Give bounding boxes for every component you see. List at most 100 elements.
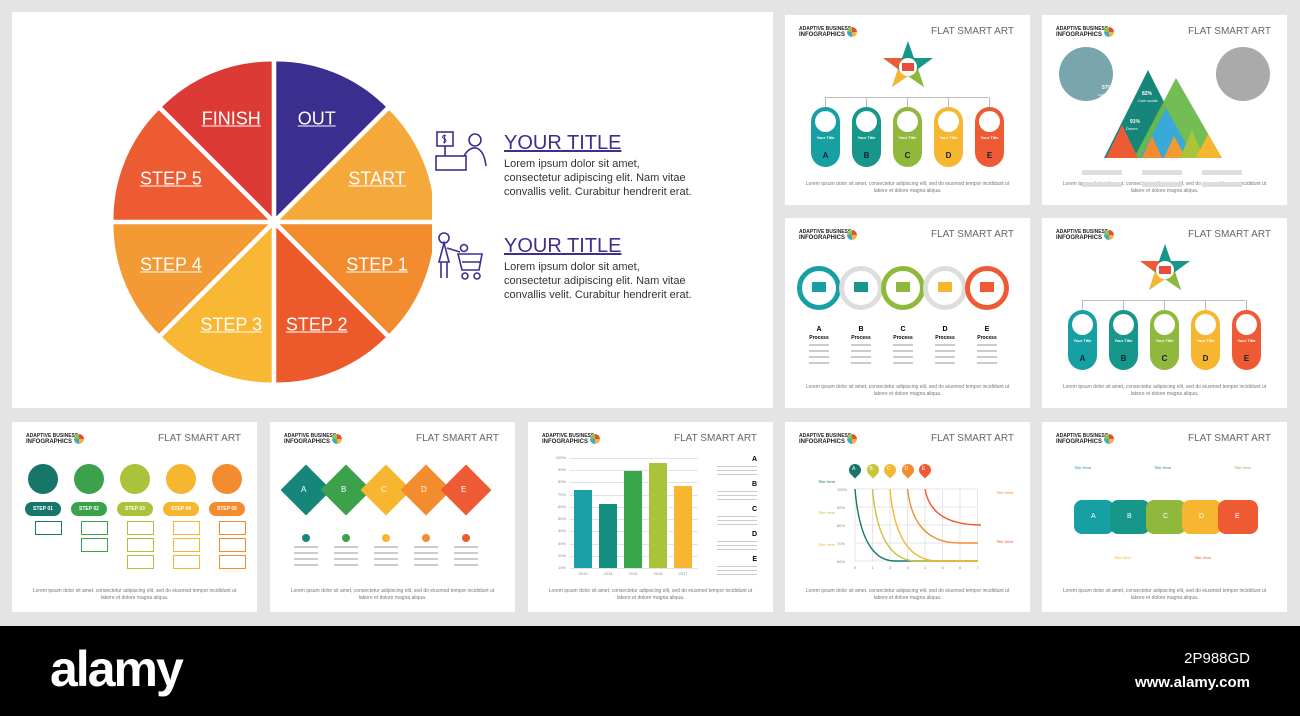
pie-slice-label: STEP 3 <box>200 314 263 335</box>
puzzle-title: Title Here <box>1234 465 1252 470</box>
title-pill: Your Title D <box>934 107 963 167</box>
puzzle-letter: D <box>1199 513 1205 520</box>
legend-letter: D <box>751 531 757 538</box>
legend-text <box>717 466 757 476</box>
process-icon <box>938 282 952 292</box>
logo-ball-icon <box>1104 230 1114 240</box>
watermark-bar: alamy 2P988GD www.alamy.com <box>0 626 1300 716</box>
pill-title: Your Title <box>1073 338 1092 343</box>
y-tick-label: 60% <box>837 559 846 564</box>
logo-ball-icon <box>332 434 342 444</box>
y-tick-label: 100% <box>555 455 566 460</box>
legend-item <box>1082 182 1122 187</box>
diamond-icon <box>422 534 430 542</box>
title-pill: Your Title B <box>852 107 881 167</box>
process-label: Process <box>809 335 829 341</box>
diamonds-slide: ADAPTIVE BUSINESS INFOGRAPHICS FLAT SMART … <box>270 422 515 612</box>
step-text-box <box>219 521 246 535</box>
y-tick-label: 100% <box>837 487 848 492</box>
legend-item <box>1082 170 1122 175</box>
puzzle-piece <box>1146 500 1186 534</box>
diamond-icon <box>302 534 310 542</box>
icon-circle <box>1236 314 1257 335</box>
text-line <box>893 350 913 352</box>
y-tick-label: 80% <box>557 479 566 485</box>
pie-slice-label: STEP 1 <box>346 254 408 275</box>
bar-chart-slide: ADAPTIVE BUSINESS INFOGRAPHICS FLAT SMART … <box>528 422 773 612</box>
y-tick-label: 50% <box>557 516 566 522</box>
text-line <box>935 362 955 364</box>
x-tick-label: 5 <box>941 565 944 570</box>
gridline <box>570 470 698 472</box>
text-line <box>893 344 913 346</box>
logo-line2: INFOGRAPHICS <box>26 439 73 445</box>
slide-header: FLAT SMART ART <box>931 26 1014 37</box>
logo: ADAPTIVE BUSINESS INFOGRAPHICS <box>799 433 857 445</box>
diamond-icon <box>382 534 390 542</box>
x-tick-label: 0 <box>854 565 857 570</box>
text-line <box>294 558 318 560</box>
process-letter: C <box>900 326 906 333</box>
logo: ADAPTIVE BUSINESS INFOGRAPHICS <box>284 433 342 445</box>
legend-text <box>717 491 757 501</box>
legend-letter: B <box>751 481 757 488</box>
process-arrow-ring <box>881 266 925 310</box>
legend-text <box>717 566 757 576</box>
logo-ball-icon <box>847 27 857 37</box>
connector-line <box>1205 300 1206 310</box>
person-avatar <box>74 464 104 494</box>
logo-ball-icon <box>847 230 857 240</box>
marker-letter: E <box>922 466 926 472</box>
step-text-box <box>127 555 154 569</box>
pie-chart <box>113 61 432 383</box>
pill-letter: E <box>986 151 993 160</box>
slide-header: FLAT SMART ART <box>674 433 757 444</box>
pie-slice <box>113 110 269 220</box>
pie-slice-label: STEP 4 <box>140 254 202 275</box>
title-pill: Your Title E <box>1232 310 1261 370</box>
connector-line <box>866 97 867 107</box>
bar <box>649 462 667 568</box>
process-label: Process <box>851 335 871 341</box>
text-line <box>809 350 829 352</box>
x-tick-label: 4 <box>924 565 927 570</box>
legend-item <box>1142 182 1182 187</box>
legend-item <box>1202 170 1242 175</box>
process-icon <box>854 282 868 292</box>
star-icon <box>881 39 935 94</box>
curves-slide: ADAPTIVE BUSINESS INFOGRAPHICS FLAT SMART … <box>785 422 1030 612</box>
legend-letter: E <box>752 556 757 563</box>
x-tick-label: 1 <box>871 565 874 570</box>
puzzle-letter: C <box>1163 513 1169 520</box>
x-tick-label: 2015 <box>628 571 638 576</box>
text-line <box>414 546 438 548</box>
text-line <box>851 350 871 352</box>
bar <box>574 489 592 568</box>
text-line <box>851 362 871 364</box>
y-tick-label: 60% <box>557 503 566 509</box>
text-line <box>414 552 438 554</box>
text-line <box>977 344 997 346</box>
marker-letter: B <box>869 466 873 472</box>
text-line <box>893 356 913 358</box>
pie-slice <box>162 227 272 383</box>
y-tick-label: 40% <box>557 528 566 534</box>
logo-line2: INFOGRAPHICS <box>1056 439 1103 445</box>
slide-header: FLAT SMART ART <box>1188 26 1271 37</box>
puzzle-piece <box>1218 500 1258 534</box>
y-tick-label: 70% <box>557 491 566 497</box>
pill-letter: E <box>1243 354 1250 363</box>
text-line <box>809 362 829 364</box>
main-pie-slide: OUT START STEP 1 STEP 2 STEP 3 STEP 4 STEP 5 FI… <box>12 12 773 408</box>
text-line <box>809 356 829 358</box>
side-title: Title Here <box>996 539 1014 544</box>
logo-line2: INFOGRAPHICS <box>542 439 589 445</box>
step-text-box <box>219 538 246 552</box>
puzzle-title: Title Here <box>1194 555 1212 560</box>
puzzle-title: Title Here <box>1154 465 1172 470</box>
title-pill: Your Title C <box>893 107 922 167</box>
process-letter: A <box>816 326 822 333</box>
text-line <box>893 362 913 364</box>
step-badge: STEP 02 <box>71 502 107 516</box>
process-icon <box>980 282 994 292</box>
